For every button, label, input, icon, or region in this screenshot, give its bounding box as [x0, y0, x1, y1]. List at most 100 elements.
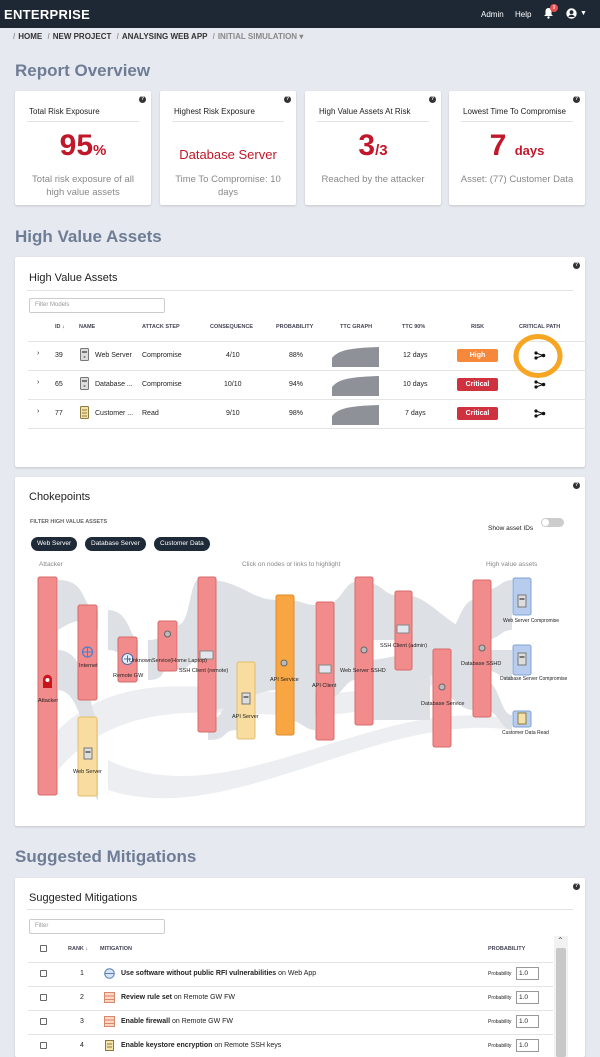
table-cell-ttc: 7 days	[405, 410, 426, 417]
col-id[interactable]: ID ↓	[55, 324, 65, 330]
help-icon[interactable]: ?	[429, 96, 436, 103]
row-checkbox[interactable]	[40, 1042, 47, 1049]
hva-column-label: High value assets	[486, 561, 538, 568]
mitigation-text[interactable]: Enable keystore encryption on Remote SSH…	[121, 1042, 282, 1049]
help-icon[interactable]: ?	[573, 482, 580, 489]
probability-label: Probability	[488, 971, 512, 977]
mitigation-text[interactable]: Review rule set on Remote GW FW	[121, 994, 235, 1001]
mitigations-scrollbar[interactable]: ⌃	[554, 936, 568, 1057]
critical-path-icon[interactable]	[534, 379, 546, 390]
kpi-card-highest-risk: Highest Risk Exposure ? Database Server …	[160, 91, 296, 205]
service-icon	[280, 659, 288, 667]
select-all-checkbox[interactable]	[40, 945, 47, 952]
probability-stepper[interactable]: 1.0	[516, 1039, 539, 1052]
probability-stepper[interactable]: 1.0	[516, 991, 539, 1004]
expand-chevron-icon[interactable]: ›	[37, 379, 40, 386]
col-critical-path[interactable]: CRITICAL PATH	[519, 324, 561, 330]
row-checkbox[interactable]	[40, 970, 47, 977]
highlight-circle	[513, 334, 563, 378]
col-risk[interactable]: RISK	[471, 324, 485, 330]
hva-section-title: High Value Assets	[15, 227, 162, 246]
top-navbar: ENTERPRISE Admin Help 9 ▼	[0, 0, 600, 28]
help-icon[interactable]: ?	[139, 96, 146, 103]
row-checkbox[interactable]	[40, 994, 47, 1001]
critical-path-icon[interactable]	[534, 408, 546, 419]
help-icon[interactable]: ?	[573, 883, 580, 890]
node-database-service[interactable]	[432, 648, 452, 748]
table-cell-consequence: 10/10	[224, 381, 242, 388]
table-cell-ttc: 10 days	[403, 381, 428, 388]
col-name[interactable]: NAME	[79, 324, 96, 330]
label-web-server-sshd: Web Server SSHD	[340, 668, 386, 674]
show-asset-ids-toggle[interactable]	[541, 518, 564, 527]
laptop-icon	[199, 650, 214, 660]
help-icon[interactable]: ?	[573, 262, 580, 269]
chip-customer-data[interactable]: Customer Data	[154, 537, 210, 551]
kpi-title: Total Risk Exposure	[29, 107, 100, 116]
col-consequence[interactable]: CONSEQUENCE	[210, 324, 254, 330]
mitigation-filter-input[interactable]: Filter	[29, 919, 165, 934]
col-rank[interactable]: RANK ↓	[68, 946, 89, 952]
mitigation-text[interactable]: Use software without public RFI vulnerab…	[121, 970, 317, 977]
col-attack-step[interactable]: ATTACK STEP	[142, 324, 180, 330]
help-link[interactable]: Help	[515, 10, 532, 19]
table-cell-name[interactable]: Customer ...	[95, 410, 134, 417]
col-mitigation[interactable]: MITIGATION	[100, 946, 132, 952]
admin-link[interactable]: Admin	[481, 10, 504, 19]
filter-models-input[interactable]: Filter Models	[29, 298, 165, 313]
help-icon[interactable]: ?	[573, 96, 580, 103]
chevron-down-icon[interactable]: ▾	[299, 32, 304, 41]
kpi-value: 7 days	[489, 129, 545, 162]
table-cell-name[interactable]: Web Server	[95, 352, 132, 359]
table-cell-attack: Read	[142, 410, 159, 417]
label-ssh-client-admin: SSH Client (admin)	[380, 643, 427, 649]
label-ssh-client-remote: SSH Client (remote)	[179, 668, 228, 674]
breadcrumb-analysis[interactable]: ANALYSING WEB APP	[121, 32, 208, 41]
probability-stepper[interactable]: 1.0	[516, 1015, 539, 1028]
expand-chevron-icon[interactable]: ›	[37, 350, 40, 357]
probability-label: Probability	[488, 995, 512, 1001]
expand-chevron-icon[interactable]: ›	[37, 408, 40, 415]
user-menu-caret-icon[interactable]: ▼	[580, 10, 587, 17]
keystore-icon	[105, 1040, 114, 1051]
row-checkbox[interactable]	[40, 1018, 47, 1025]
col-ttc-graph[interactable]: TTC GRAPH	[340, 324, 373, 330]
scroll-up-icon[interactable]: ⌃	[557, 936, 564, 945]
chokepoints-sankey[interactable]: Attacker Internet Web Server Remote GW U…	[30, 570, 570, 820]
table-cell-attack: Compromise	[142, 381, 182, 388]
table-cell-probability: 88%	[289, 352, 304, 359]
chip-database-server[interactable]: Database Server	[85, 537, 146, 551]
attacker-icon	[43, 674, 52, 688]
probability-stepper[interactable]: 1.0	[516, 967, 539, 980]
label-hva-web: Web Server Compromise	[503, 618, 559, 624]
col-probability[interactable]: PROBABILITY	[276, 324, 314, 330]
ttc-graph	[332, 376, 379, 396]
chip-web-server[interactable]: Web Server	[31, 537, 78, 551]
table-cell-rank: 1	[80, 970, 84, 977]
database-icon	[517, 712, 527, 725]
breadcrumb-home[interactable]: HOME	[18, 32, 43, 41]
label-hva-customer: Customer Data Read	[502, 730, 549, 736]
scrollbar-thumb[interactable]	[556, 948, 566, 1057]
breadcrumb-project[interactable]: NEW PROJECT	[52, 32, 112, 41]
help-icon[interactable]: ?	[284, 96, 291, 103]
mitigation-text[interactable]: Enable firewall on Remote GW FW	[121, 1018, 234, 1025]
table-cell-name[interactable]: Database ...	[95, 381, 133, 388]
col-probability[interactable]: PROBABILITY	[488, 946, 526, 952]
col-ttc90[interactable]: TTC 90%	[402, 324, 426, 330]
node-unknown-service[interactable]	[157, 620, 178, 672]
kpi-description: Asset: (77) Customer Data	[460, 174, 574, 185]
table-cell-probability: 94%	[289, 381, 304, 388]
table-cell-attack: Compromise	[142, 352, 182, 359]
table-cell-consequence: 9/10	[226, 410, 240, 417]
critical-path-icon[interactable]	[534, 350, 546, 361]
server-icon	[517, 652, 527, 666]
user-icon[interactable]	[566, 8, 577, 19]
sort-down-icon: ↓	[85, 946, 89, 952]
mitigations-panel: Suggested Mitigations ? Filter	[15, 878, 585, 1057]
service-icon	[478, 644, 486, 652]
app-brand[interactable]: ENTERPRISE	[4, 7, 91, 22]
panel-title: Chokepoints	[29, 491, 91, 503]
router-icon	[121, 653, 134, 665]
breadcrumb-current[interactable]: INITIAL SIMULATION	[217, 32, 298, 41]
